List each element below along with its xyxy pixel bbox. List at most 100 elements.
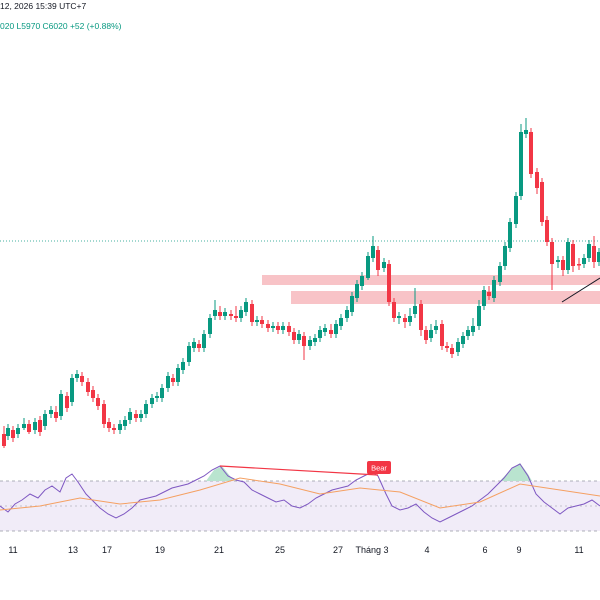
candle-body bbox=[239, 310, 243, 318]
candle-bullish bbox=[492, 276, 496, 302]
candle-bullish bbox=[345, 306, 349, 322]
candle-body bbox=[318, 330, 322, 338]
candle-bearish bbox=[302, 332, 306, 360]
candle-bearish bbox=[292, 328, 296, 344]
candle-bullish bbox=[49, 406, 53, 418]
candle-body bbox=[540, 182, 544, 222]
candle-body bbox=[313, 338, 317, 342]
candle-bearish bbox=[592, 236, 596, 268]
candle-body bbox=[345, 310, 349, 318]
candle-bearish bbox=[550, 238, 554, 290]
candle-body bbox=[334, 324, 338, 334]
candle-body bbox=[38, 420, 42, 432]
candle-bearish bbox=[450, 344, 454, 358]
candle-body bbox=[556, 260, 560, 262]
candle-bearish bbox=[329, 324, 333, 338]
bear-label-box bbox=[367, 461, 391, 474]
candle-body bbox=[302, 336, 306, 346]
candle-body bbox=[482, 290, 486, 306]
candle-bearish bbox=[171, 374, 175, 386]
candle-bullish bbox=[33, 418, 37, 434]
resistance-zone-lower bbox=[291, 291, 600, 304]
candle-body bbox=[376, 250, 380, 270]
candle-bullish bbox=[334, 320, 338, 338]
candle-bullish bbox=[466, 326, 470, 340]
candle-body bbox=[255, 320, 259, 322]
candle-bullish bbox=[339, 314, 343, 330]
candle-body bbox=[445, 346, 449, 348]
candle-bullish bbox=[239, 306, 243, 322]
time-axis-label: 6 bbox=[482, 545, 488, 555]
candle-bullish bbox=[408, 308, 412, 326]
candle-body bbox=[27, 424, 31, 432]
candle-bearish bbox=[487, 286, 491, 300]
candle-bullish bbox=[144, 400, 148, 418]
candle-bearish bbox=[376, 246, 380, 276]
bear-label-text: Bear bbox=[371, 464, 387, 473]
candle-bullish bbox=[482, 286, 486, 310]
candle-bearish bbox=[445, 342, 449, 352]
candle-body bbox=[434, 326, 438, 330]
candle-bearish bbox=[96, 394, 100, 410]
candle-bearish bbox=[27, 420, 31, 434]
time-axis-label: 17 bbox=[101, 545, 113, 555]
candle-body bbox=[128, 412, 132, 420]
candle-body bbox=[471, 326, 475, 332]
candle-body bbox=[65, 396, 69, 408]
candle-body bbox=[545, 220, 549, 242]
candle-bullish bbox=[582, 254, 586, 268]
candle-bullish bbox=[519, 124, 523, 200]
candle-bullish bbox=[514, 192, 518, 228]
candle-body bbox=[187, 346, 191, 362]
candle-bearish bbox=[107, 418, 111, 432]
candle-bearish bbox=[11, 426, 15, 442]
candle-bearish bbox=[250, 300, 254, 326]
candle-bullish bbox=[271, 322, 275, 332]
candle-bearish bbox=[266, 320, 270, 332]
candle-body bbox=[566, 242, 570, 270]
candle-body bbox=[466, 330, 470, 336]
candle-bullish bbox=[397, 312, 401, 324]
time-axis-label: 19 bbox=[154, 545, 166, 555]
candle-bearish bbox=[134, 410, 138, 422]
candle-body bbox=[33, 422, 37, 430]
candle-body bbox=[244, 302, 248, 312]
time-axis-label: 9 bbox=[516, 545, 522, 555]
candle-body bbox=[16, 428, 20, 434]
candle-body bbox=[54, 412, 58, 418]
candle-bearish bbox=[218, 306, 222, 320]
candle-body bbox=[360, 276, 364, 286]
candle-body bbox=[514, 196, 518, 224]
time-axis-label: 4 bbox=[424, 545, 430, 555]
candle-body bbox=[355, 284, 359, 298]
candle-bullish bbox=[22, 418, 26, 430]
candle-body bbox=[292, 332, 296, 340]
candle-body bbox=[597, 252, 600, 262]
candle-bearish bbox=[112, 424, 116, 434]
candle-bullish bbox=[413, 288, 417, 318]
time-axis-label: 13 bbox=[67, 545, 79, 555]
time-axis-label: Tháng 3 bbox=[355, 545, 389, 555]
candle-body bbox=[150, 398, 154, 404]
bear-divergence-label: Bear bbox=[367, 461, 391, 474]
candle-bullish bbox=[181, 358, 185, 374]
candle-bullish bbox=[192, 338, 196, 352]
candle-body bbox=[577, 264, 581, 266]
candle-body bbox=[197, 344, 201, 348]
candle-bearish bbox=[440, 320, 444, 350]
date-time-readout: 12, 2026 15:39 UTC+7 bbox=[0, 1, 87, 11]
candle-bearish bbox=[54, 406, 58, 422]
candle-bearish bbox=[403, 314, 407, 328]
candle-body bbox=[181, 362, 185, 370]
candle-body bbox=[503, 246, 507, 266]
candle-body bbox=[329, 330, 333, 334]
rsi-moving-average bbox=[0, 477, 600, 511]
candle-bullish bbox=[223, 308, 227, 320]
candle-bearish bbox=[535, 168, 539, 194]
candle-bullish bbox=[166, 372, 170, 392]
candle-bearish bbox=[65, 392, 69, 412]
candle-body bbox=[561, 260, 565, 270]
candle-bearish bbox=[540, 178, 544, 226]
